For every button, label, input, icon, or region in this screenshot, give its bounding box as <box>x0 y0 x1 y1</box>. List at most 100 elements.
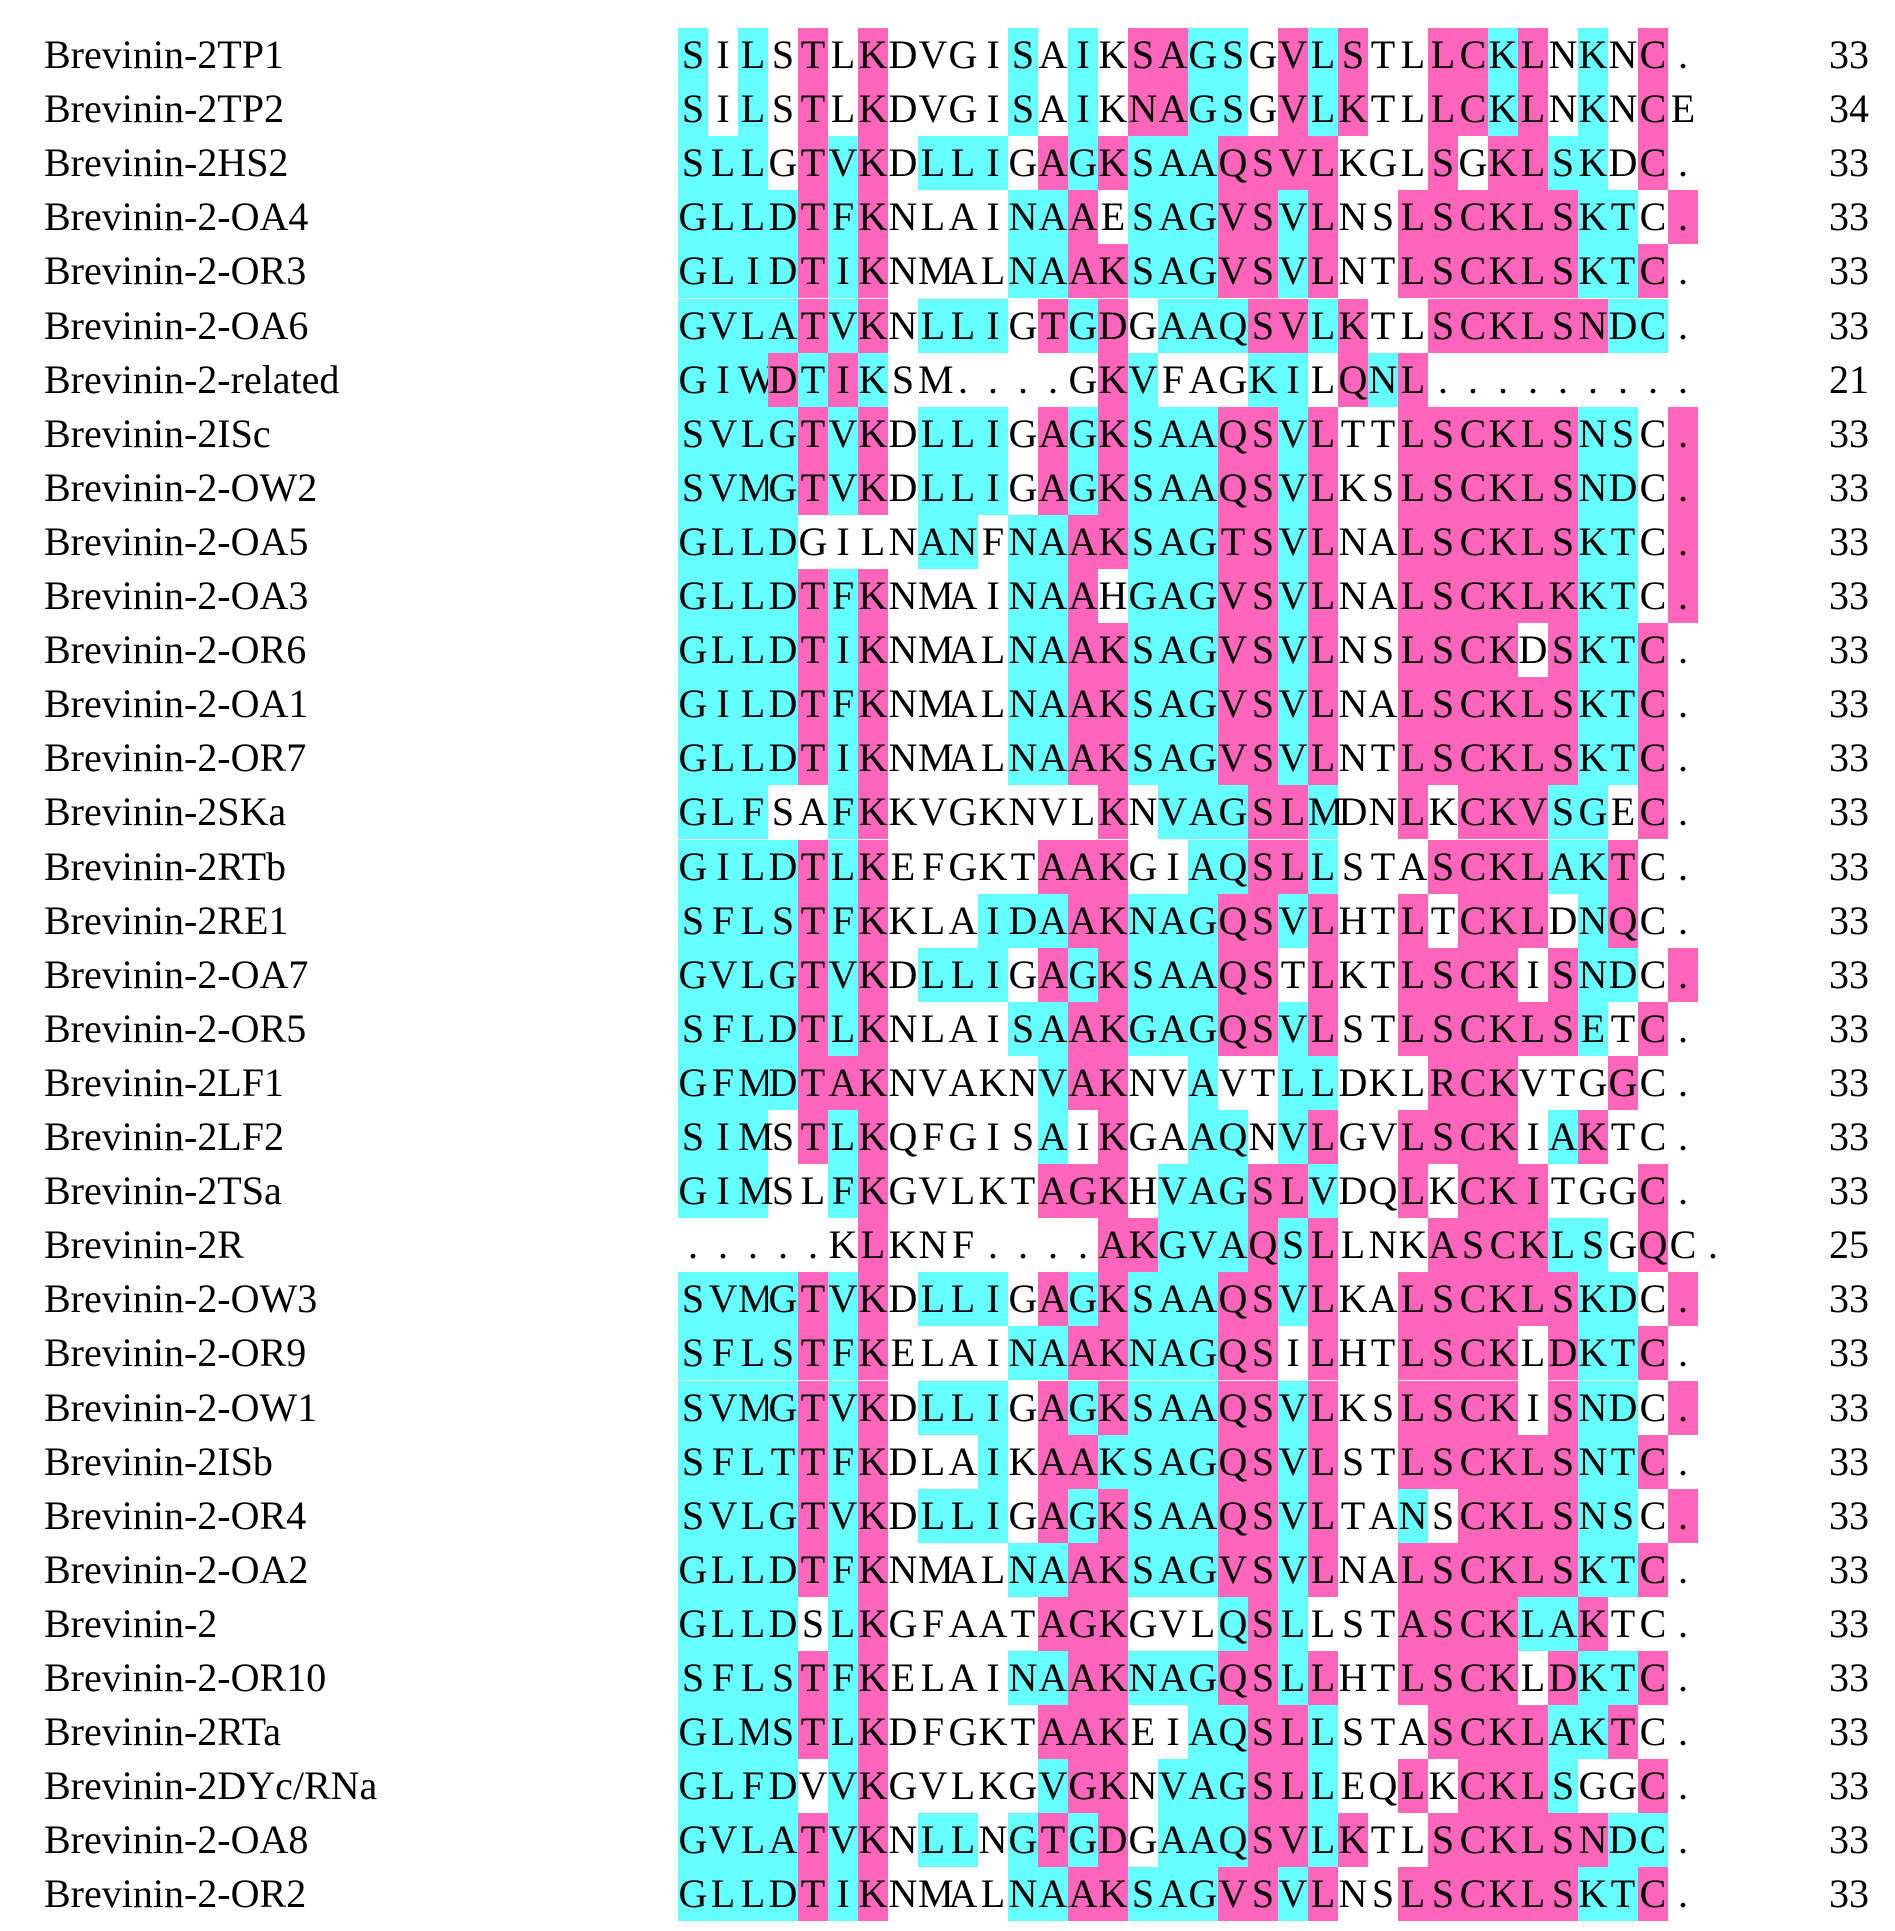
residue: N <box>1368 352 1398 407</box>
residue: N <box>1128 789 1158 835</box>
residue: G <box>678 1705 708 1760</box>
residue: K <box>828 1222 858 1268</box>
residue: N <box>1008 514 1038 569</box>
sequence-length: 33 <box>1829 681 1869 727</box>
residue: L <box>800 1168 826 1214</box>
residue: S <box>1248 244 1278 299</box>
residue: M <box>738 460 774 515</box>
residue: S <box>1128 1272 1158 1327</box>
residue: T <box>798 244 828 299</box>
residue: V <box>708 1272 738 1327</box>
residue: V <box>1218 1059 1248 1105</box>
residue: L <box>738 190 768 245</box>
residue: S <box>678 1110 708 1164</box>
residue: A <box>1158 136 1188 191</box>
residue: N <box>1548 86 1578 132</box>
residue: K <box>978 1709 1008 1755</box>
residue: L <box>1520 1330 1546 1376</box>
residue: K <box>858 785 888 840</box>
residue: . <box>1668 460 1698 515</box>
residue: S <box>1428 1542 1458 1597</box>
residue: A <box>948 248 978 294</box>
residue: K <box>1098 1110 1128 1164</box>
residue: A <box>1038 1705 1068 1760</box>
residue: S <box>768 893 798 948</box>
residue: A <box>1068 1705 1098 1760</box>
residue: K <box>1578 677 1608 732</box>
residue: G <box>768 406 798 461</box>
residue: L <box>1308 893 1338 948</box>
residue: S <box>1248 460 1278 515</box>
residue: I <box>978 298 1008 353</box>
residue: N <box>1578 406 1608 461</box>
residue: L <box>738 893 768 948</box>
residue: N <box>978 1817 1008 1863</box>
residue: K <box>978 789 1008 835</box>
residue: L <box>1308 1110 1338 1164</box>
sequence-name: Brevinin-2-OR9 <box>44 1330 307 1376</box>
residue: D <box>1608 298 1638 353</box>
alignment-row: Brevinin-2-OA7 G V L G T V K D L L I G A G K S A A Q S T L K T L S… <box>0 947 1895 1002</box>
residue: G <box>948 32 978 77</box>
residue: V <box>1278 514 1308 569</box>
residue: L <box>1308 569 1338 623</box>
residue: Q <box>1218 298 1248 353</box>
residue: I <box>828 352 858 407</box>
residue: T <box>798 839 828 894</box>
residue: A <box>1158 1114 1188 1159</box>
residue: E <box>890 843 916 889</box>
residue: G <box>1188 1001 1218 1056</box>
residue: L <box>948 1813 978 1868</box>
residue: C <box>1638 1542 1668 1597</box>
residue: I <box>828 244 858 299</box>
residue: L <box>1278 1055 1308 1110</box>
residue: A <box>1158 1326 1188 1381</box>
residue: L <box>1308 1651 1338 1705</box>
sequence-length: 33 <box>1829 573 1869 618</box>
residue: V <box>708 460 738 515</box>
residue: K <box>1338 298 1368 353</box>
residue: N <box>888 1005 918 1051</box>
residue: L <box>708 1867 738 1922</box>
residue: C <box>1458 1001 1488 1056</box>
residue: T <box>798 28 828 82</box>
residue: S <box>1248 947 1278 1002</box>
residue: S <box>1128 28 1158 82</box>
residue: K <box>1488 1434 1518 1489</box>
residue: . <box>988 1222 998 1268</box>
sequence-length: 21 <box>1829 356 1869 402</box>
residue: L <box>918 1380 948 1435</box>
residue: G <box>1008 302 1038 348</box>
residue: K <box>1578 1705 1608 1760</box>
residue: T <box>798 1380 828 1435</box>
residue: V <box>918 1059 948 1105</box>
residue: L <box>1518 731 1548 786</box>
residue: S <box>1248 1651 1278 1705</box>
residue: K <box>1578 136 1608 191</box>
residue: A <box>1158 947 1188 1002</box>
residue: G <box>1158 1218 1188 1273</box>
residue: A <box>1158 1813 1188 1868</box>
residue: C <box>1458 406 1488 461</box>
alignment-row: Brevinin-2LF1 G F M D T A K N V A K N V A K N V A V T L L D K L R C… <box>0 1055 1895 1110</box>
residue: L <box>1518 298 1548 353</box>
residue: N <box>1008 677 1038 732</box>
residue: L <box>828 1596 858 1651</box>
residue: A <box>1098 1218 1128 1273</box>
residue: A <box>948 573 978 618</box>
sequence-length: 33 <box>1829 1059 1869 1105</box>
residue: T <box>1370 1709 1396 1755</box>
residue: K <box>858 190 888 245</box>
residue: T <box>1610 1114 1636 1159</box>
residue: G <box>1008 1763 1038 1809</box>
alignment-row: Brevinin-2RTb G I L D T L K E F G K T A A K G I A Q S L L S T A S C… <box>0 839 1895 894</box>
residue: K <box>1008 1438 1038 1484</box>
residue: L <box>708 190 738 245</box>
residue: S <box>1128 1542 1158 1597</box>
residue: Q <box>1368 1763 1398 1809</box>
residue: L <box>1308 244 1338 299</box>
